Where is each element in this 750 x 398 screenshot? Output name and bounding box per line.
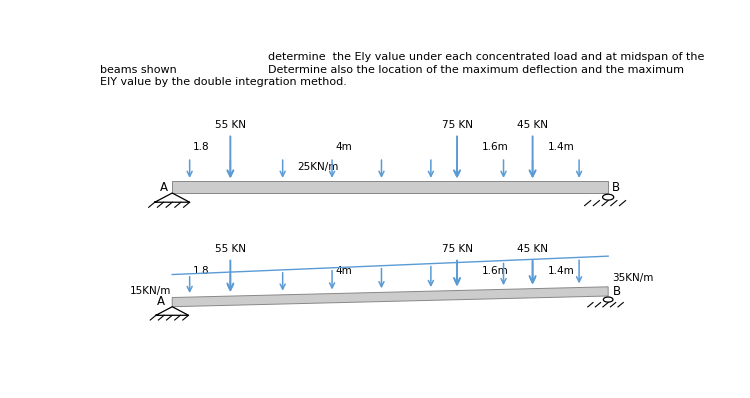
Text: 4m: 4m	[335, 142, 352, 152]
Text: 35KN/m: 35KN/m	[612, 273, 653, 283]
Text: determine  the Ely value under each concentrated load and at midspan of the: determine the Ely value under each conce…	[268, 53, 704, 62]
Text: 1.6m: 1.6m	[482, 142, 508, 152]
Polygon shape	[172, 287, 608, 307]
Text: 45 KN: 45 KN	[517, 244, 548, 254]
Text: 1.8: 1.8	[193, 267, 209, 277]
Text: 55 KN: 55 KN	[214, 244, 246, 254]
Text: 4m: 4m	[335, 267, 352, 277]
Text: 75 KN: 75 KN	[442, 120, 472, 130]
Text: 1.4m: 1.4m	[548, 142, 575, 152]
Text: 1.8: 1.8	[193, 142, 209, 152]
Text: 1.6m: 1.6m	[482, 267, 508, 277]
Text: Determine also the location of the maximum deflection and the maximum: Determine also the location of the maxim…	[268, 64, 684, 74]
Text: 55 KN: 55 KN	[214, 120, 246, 130]
Text: 1.4m: 1.4m	[548, 267, 575, 277]
Text: B: B	[612, 181, 620, 194]
Text: EIY value by the double integration method.: EIY value by the double integration meth…	[100, 77, 346, 87]
Text: 75 KN: 75 KN	[442, 244, 472, 254]
Text: B: B	[613, 285, 621, 298]
Text: 15KN/m: 15KN/m	[130, 287, 171, 297]
Text: A: A	[157, 295, 165, 308]
Text: A: A	[160, 181, 168, 194]
Text: 25KN/m: 25KN/m	[297, 162, 338, 172]
Bar	[172, 181, 608, 193]
Text: 45 KN: 45 KN	[517, 120, 548, 130]
Text: beams shown: beams shown	[100, 64, 176, 74]
